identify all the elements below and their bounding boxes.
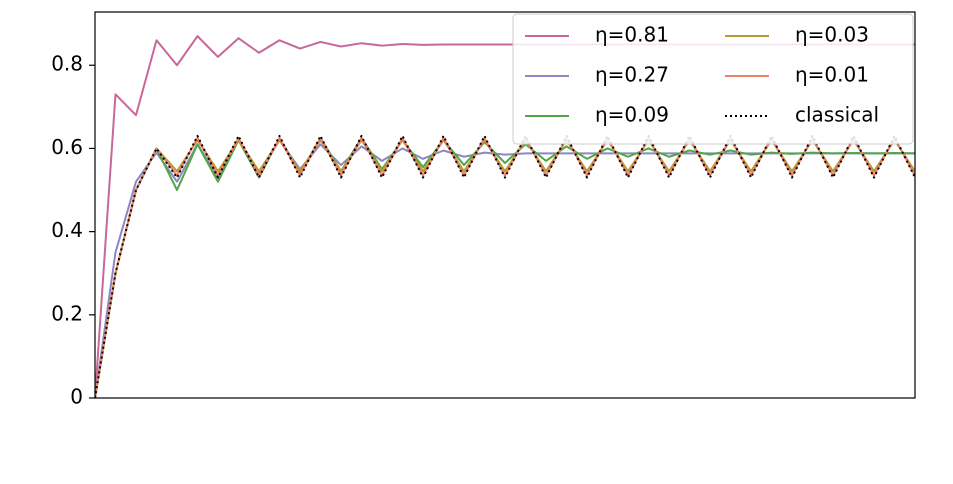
series-line bbox=[95, 139, 915, 398]
legend-label: η=0.03 bbox=[795, 23, 869, 47]
legend-label: η=0.01 bbox=[795, 63, 869, 87]
y-tick-label: 0 bbox=[70, 385, 83, 409]
y-tick-label: 0.8 bbox=[51, 52, 83, 76]
legend-box bbox=[512, 13, 914, 145]
axes-frame bbox=[94, 11, 916, 399]
legend-label: η=0.27 bbox=[595, 63, 669, 87]
y-tick-label: 0.2 bbox=[51, 301, 83, 325]
series-line bbox=[95, 134, 915, 398]
y-tick-label: 0.4 bbox=[51, 218, 83, 242]
series-line bbox=[95, 137, 915, 398]
legend-label: η=0.09 bbox=[595, 103, 669, 127]
legend: η=0.81 η=0.27 η=0.09 η=0.03 η=0.01 classical bbox=[512, 13, 914, 145]
legend-label: η=0.81 bbox=[595, 23, 669, 47]
series-line bbox=[95, 139, 915, 398]
legend-label: classical bbox=[795, 103, 879, 127]
y-tick-label: 0.6 bbox=[51, 135, 83, 159]
